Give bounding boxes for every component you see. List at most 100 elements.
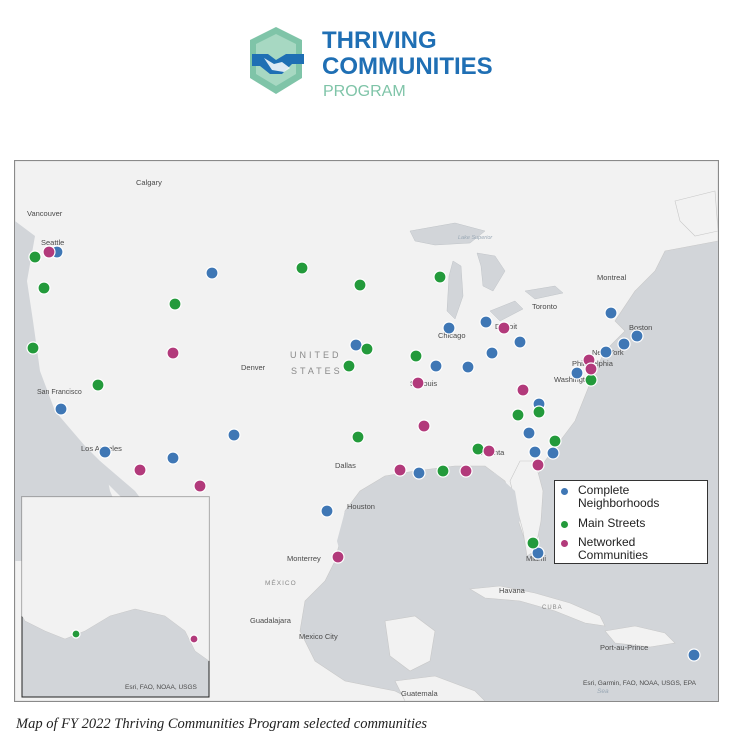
main-streets-marker[interactable] bbox=[360, 342, 374, 356]
complete-neighborhoods-marker[interactable] bbox=[687, 648, 701, 662]
complete-neighborhoods-marker[interactable] bbox=[528, 445, 542, 459]
complete-neighborhoods-marker[interactable] bbox=[429, 359, 443, 373]
legend-label-main: Main Streets bbox=[578, 516, 646, 530]
country-label-united: UNITED bbox=[290, 350, 342, 360]
main-streets-marker[interactable] bbox=[168, 297, 182, 311]
networked-communities-marker[interactable] bbox=[417, 419, 431, 433]
city-label-toronto: Toronto bbox=[532, 302, 557, 311]
main-streets-marker[interactable] bbox=[295, 261, 309, 275]
networked-communities-marker[interactable] bbox=[531, 458, 545, 472]
complete-neighborhoods-marker[interactable] bbox=[166, 451, 180, 465]
country-label-mexico: MÉXICO bbox=[265, 578, 297, 587]
city-label-guatemala: Guatemala bbox=[401, 689, 439, 698]
city-label-san-francisco: San Francisco bbox=[37, 389, 82, 396]
main-streets-marker[interactable] bbox=[409, 349, 423, 363]
legend-dot-main-icon bbox=[561, 521, 568, 528]
program-logo: THRIVING COMMUNITIES PROGRAM bbox=[246, 24, 496, 104]
main-streets-marker[interactable] bbox=[353, 278, 367, 292]
main-streets-marker[interactable] bbox=[351, 430, 365, 444]
city-label-calgary: Calgary bbox=[136, 178, 162, 187]
map-legend: Complete Neighborhoods Main Streets Netw… bbox=[554, 480, 708, 564]
attribution-main: Esri, Garmin, FAO, NOAA, USGS, EPA bbox=[583, 680, 697, 687]
main-streets-marker[interactable] bbox=[584, 373, 598, 387]
networked-communities-marker[interactable] bbox=[516, 383, 530, 397]
city-label-dallas: Dallas bbox=[335, 461, 356, 470]
map-canvas[interactable]: Esri, FAO, NOAA, USGS UNITED STATES MÉXI… bbox=[15, 161, 718, 701]
lake-superior-label: Lake Superior bbox=[458, 235, 493, 241]
main-streets-marker[interactable] bbox=[548, 434, 562, 448]
complete-neighborhoods-marker[interactable] bbox=[320, 504, 334, 518]
complete-neighborhoods-marker[interactable] bbox=[599, 345, 613, 359]
complete-neighborhoods-markers[interactable] bbox=[50, 245, 701, 662]
city-label-denver: Denver bbox=[241, 363, 266, 372]
communities-map[interactable]: Esri, FAO, NOAA, USGS UNITED STATES MÉXI… bbox=[14, 160, 719, 702]
main-streets-marker[interactable] bbox=[526, 536, 540, 550]
main-streets-markers[interactable] bbox=[26, 250, 598, 639]
main-streets-marker[interactable] bbox=[433, 270, 447, 284]
networked-communities-marker[interactable] bbox=[584, 362, 598, 376]
main-streets-marker[interactable] bbox=[26, 341, 40, 355]
networked-communities-marker[interactable] bbox=[331, 550, 345, 564]
pacific-water bbox=[15, 221, 135, 561]
networked-communities-marker[interactable] bbox=[193, 479, 207, 493]
complete-neighborhoods-marker[interactable] bbox=[461, 360, 475, 374]
city-label-mexico-city: Mexico City bbox=[299, 632, 338, 641]
complete-neighborhoods-marker[interactable] bbox=[412, 466, 426, 480]
networked-communities-marker[interactable] bbox=[497, 321, 511, 335]
complete-neighborhoods-marker[interactable] bbox=[513, 335, 527, 349]
city-label-port-au-prince: Port-au-Prince bbox=[600, 643, 648, 652]
networked-communities-marker[interactable] bbox=[133, 463, 147, 477]
main-streets-marker[interactable] bbox=[28, 250, 42, 264]
legend-dot-networked-icon bbox=[561, 540, 568, 547]
networked-communities-marker[interactable] bbox=[482, 444, 496, 458]
legend-label-complete: Complete Neighborhoods bbox=[578, 483, 660, 510]
main-streets-marker[interactable] bbox=[511, 408, 525, 422]
logo-line-1: THRIVING bbox=[322, 27, 437, 54]
alaska-inset[interactable]: Esri, FAO, NOAA, USGS bbox=[21, 496, 210, 698]
complete-neighborhoods-marker[interactable] bbox=[485, 346, 499, 360]
main-streets-marker[interactable] bbox=[532, 405, 546, 419]
networked-communities-markers[interactable] bbox=[42, 245, 598, 644]
networked-communities-marker[interactable] bbox=[166, 346, 180, 360]
city-label-monterrey: Monterrey bbox=[287, 554, 321, 563]
complete-neighborhoods-marker[interactable] bbox=[98, 445, 112, 459]
main-streets-marker[interactable] bbox=[37, 281, 51, 295]
complete-neighborhoods-marker[interactable] bbox=[54, 402, 68, 416]
networked-communities-marker[interactable] bbox=[189, 634, 199, 644]
logo-line-2: COMMUNITIES bbox=[322, 53, 493, 80]
city-label-havana: Havana bbox=[499, 586, 526, 595]
gulf-of-mexico bbox=[337, 471, 520, 616]
attribution-inset: Esri, FAO, NOAA, USGS bbox=[125, 684, 198, 691]
country-label-cuba: CUBA bbox=[542, 605, 563, 611]
main-streets-marker[interactable] bbox=[71, 629, 81, 639]
legend-item-networked: Networked Communities bbox=[561, 536, 696, 562]
complete-neighborhoods-marker[interactable] bbox=[227, 428, 241, 442]
complete-neighborhoods-marker[interactable] bbox=[546, 446, 560, 460]
city-label-vancouver: Vancouver bbox=[27, 209, 63, 218]
complete-neighborhoods-marker[interactable] bbox=[479, 315, 493, 329]
city-label-guadalajara: Guadalajara bbox=[250, 616, 292, 625]
complete-neighborhoods-marker[interactable] bbox=[630, 329, 644, 343]
city-label-boston: Boston bbox=[629, 323, 652, 332]
sea-label: Sea bbox=[597, 688, 609, 695]
networked-communities-marker[interactable] bbox=[459, 464, 473, 478]
networked-communities-marker[interactable] bbox=[42, 245, 56, 259]
complete-neighborhoods-marker[interactable] bbox=[442, 321, 456, 335]
country-label-states: STATES bbox=[291, 366, 343, 376]
city-label-houston: Houston bbox=[347, 502, 375, 511]
complete-neighborhoods-marker[interactable] bbox=[522, 426, 536, 440]
complete-neighborhoods-marker[interactable] bbox=[349, 338, 363, 352]
legend-item-complete: Complete Neighborhoods bbox=[561, 484, 696, 510]
networked-communities-marker[interactable] bbox=[411, 376, 425, 390]
networked-communities-marker[interactable] bbox=[393, 463, 407, 477]
complete-neighborhoods-marker[interactable] bbox=[570, 366, 584, 380]
main-streets-marker[interactable] bbox=[342, 359, 356, 373]
handshake-icon: THRIVING COMMUNITIES PROGRAM bbox=[250, 27, 493, 100]
complete-neighborhoods-marker[interactable] bbox=[617, 337, 631, 351]
main-streets-marker[interactable] bbox=[91, 378, 105, 392]
legend-label-networked: Networked Communities bbox=[578, 535, 649, 562]
complete-neighborhoods-marker[interactable] bbox=[604, 306, 618, 320]
complete-neighborhoods-marker[interactable] bbox=[205, 266, 219, 280]
main-streets-marker[interactable] bbox=[436, 464, 450, 478]
main-streets-marker[interactable] bbox=[471, 442, 485, 456]
